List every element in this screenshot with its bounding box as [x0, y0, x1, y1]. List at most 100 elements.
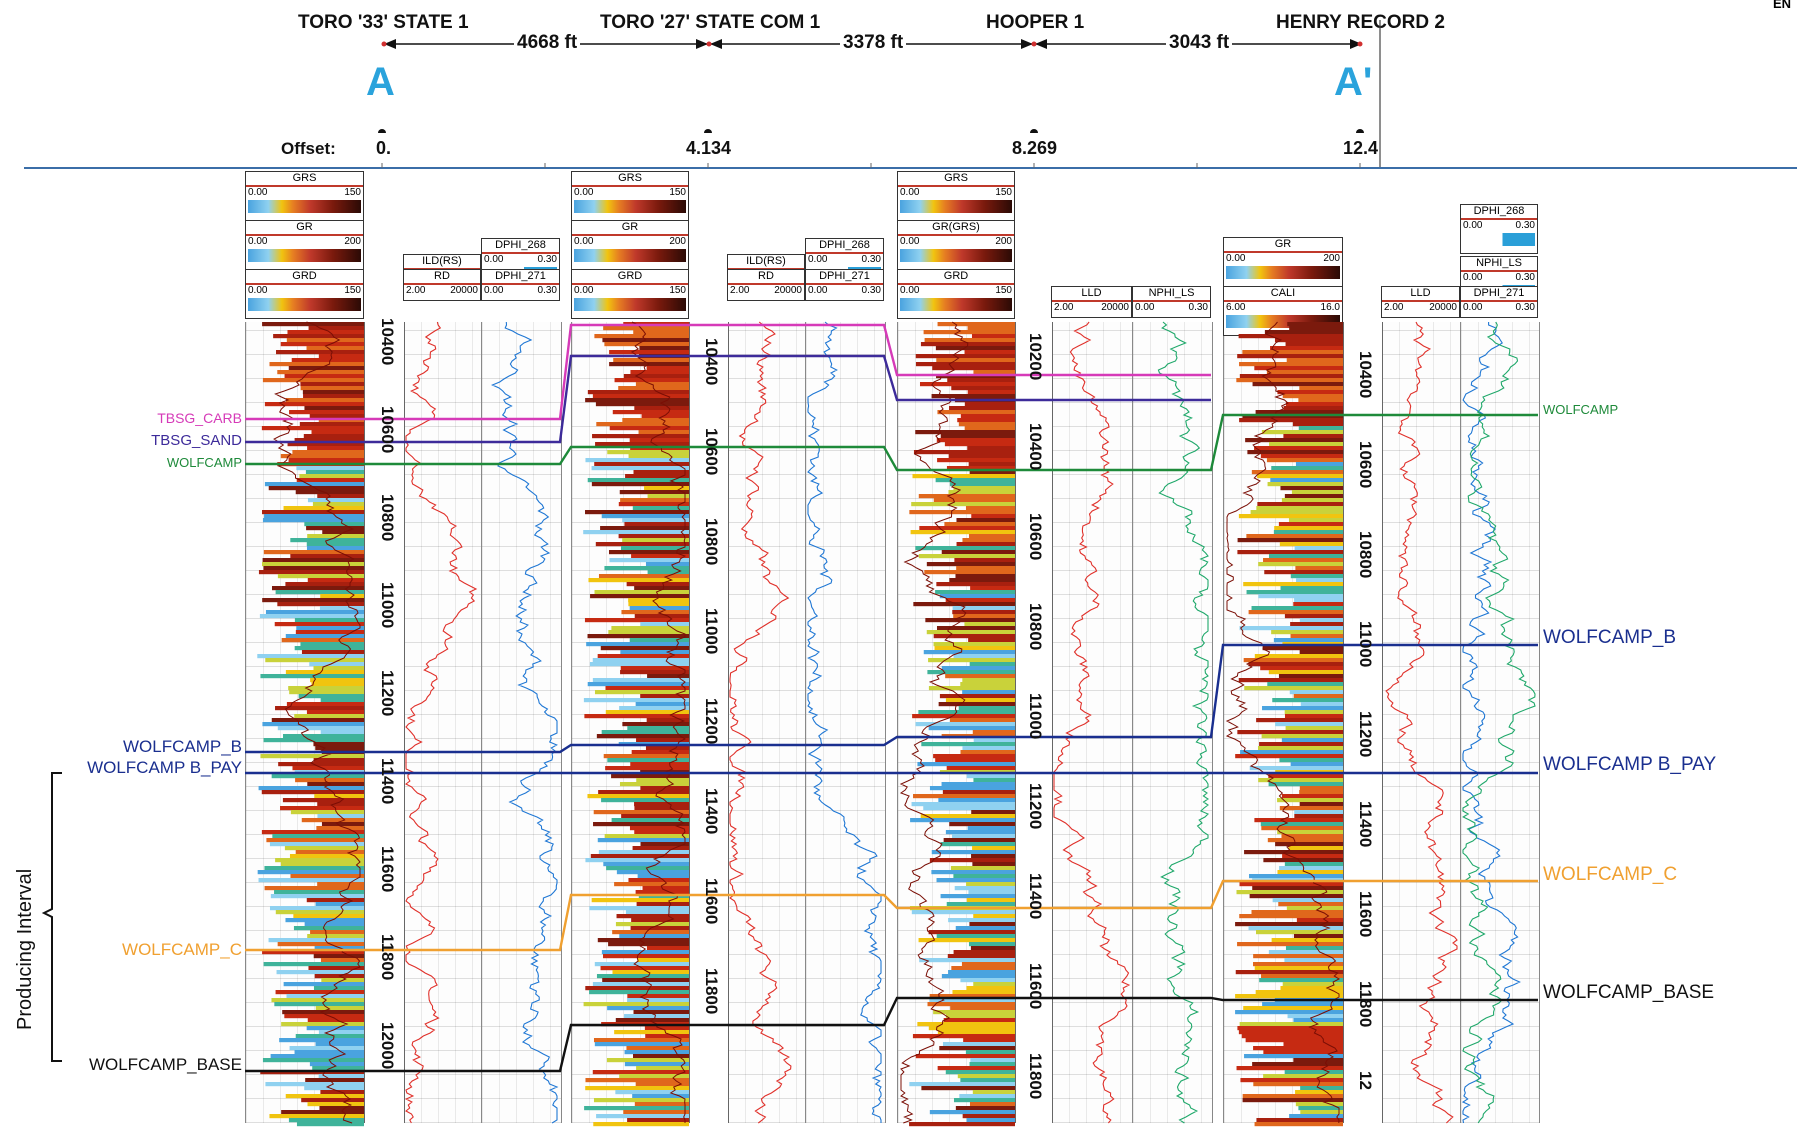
w1-depth-label: 10800: [378, 494, 397, 542]
w2-gr-fill-band: [635, 382, 689, 387]
w3-gr-fill-band: [955, 574, 1015, 579]
w1-gr-fill-band: [301, 1098, 364, 1103]
w1-gr-fill-band: [320, 594, 364, 599]
w3-gr-fill-band: [945, 698, 1015, 703]
w1-gr-fill-band: [269, 362, 364, 367]
w3-gr-fill-band: [951, 386, 1015, 391]
w1-gr-fill-band: [271, 586, 364, 591]
w3-gr-fill-band: [929, 858, 1015, 863]
w2-depth-track: [689, 322, 729, 1123]
w2-gr-fill-band: [605, 766, 689, 771]
w2-gr-fill-band: [609, 350, 689, 355]
w2-gr-fill-band: [600, 646, 689, 651]
w3-gr-header: GRD 0.00 150: [897, 269, 1015, 319]
w1-gr-fill-band: [265, 1082, 364, 1087]
w4-gr-fill-band: [1263, 858, 1343, 863]
w4-gr-fill-band: [1264, 570, 1343, 575]
w2-gr-fill-band: [632, 1094, 689, 1099]
w2-gr-header-max: 200: [669, 236, 686, 247]
w4-gr-fill-band: [1273, 638, 1343, 643]
w4-gr-fill-band: [1258, 594, 1343, 599]
w1-gr-fill-band: [307, 1102, 364, 1107]
w1-gr-fill-band: [264, 866, 364, 871]
w3-gr-fill-band: [957, 418, 1015, 423]
w3-gr-fill-band: [911, 802, 1015, 807]
w3-gr-fill-band: [949, 406, 1015, 411]
w4-gr-fill-band: [1278, 522, 1343, 527]
w1-gr-fill-band: [299, 474, 364, 479]
w1-gr-fill-band: [318, 354, 364, 359]
w3-gr-fill-band: [926, 562, 1015, 567]
w2-por-track: [805, 322, 886, 1123]
w4-gr-fill-band: [1285, 342, 1343, 347]
w1-gr-fill-band: [261, 426, 364, 431]
w1-gr-fill-band: [307, 934, 364, 939]
w3-gr-fill-band: [915, 362, 1015, 367]
w4-por-header: DPHI_268 0.00 0.30: [1460, 204, 1538, 254]
w3-gr-fill-band: [936, 934, 1015, 939]
w3-gr-fill-band: [973, 982, 1015, 987]
w3-gr-fill-band: [956, 542, 1015, 547]
w3-gr-fill-band: [953, 950, 1015, 955]
w2-gr-fill-band: [589, 662, 689, 667]
w3-gr-fill-band: [971, 810, 1015, 815]
w4-gr-fill-band: [1282, 982, 1343, 987]
producing-interval-bracket: [41, 772, 62, 1062]
w1-gr-fill-band: [289, 1046, 364, 1051]
w1-gr-fill-band: [263, 962, 364, 967]
distance-3: 3043 ft: [1166, 32, 1233, 54]
w3-gr-fill-band: [968, 534, 1015, 539]
w4-gr-fill-band: [1284, 862, 1343, 867]
marker-label-left-wolfcamp: WOLFCAMP: [166, 455, 242, 470]
w4-gr-fill-band: [1248, 662, 1343, 667]
w2-gr-fill-band: [630, 370, 689, 375]
w1-depth-label: 11600: [378, 846, 397, 893]
w3-gr-fill-band: [931, 850, 1015, 855]
w4-gr-fill-band: [1254, 818, 1343, 823]
w1-gr-fill-band: [262, 1058, 364, 1063]
w4-gr-fill-band: [1284, 614, 1343, 619]
well-name-henry-record: HENRY RECORD 2: [1276, 12, 1445, 33]
w3-gr-fill-band: [964, 402, 1015, 407]
w2-gr-fill-band: [637, 958, 689, 963]
w1-gr-fill-band: [277, 602, 364, 607]
w4-res-header-scale: 2.00 20000: [1382, 302, 1459, 314]
producing-interval-label: Producing Interval: [14, 868, 36, 1030]
w4-res-header-max: 20000: [1429, 302, 1457, 313]
w1-gr-fill-band: [322, 530, 364, 535]
w1-gr-fill-band: [320, 698, 364, 703]
w4-gr-fill-band: [1284, 958, 1343, 963]
w1-por-header-scale: 0.00 0.30: [482, 254, 559, 266]
w1-gr-header-scale: 0.00 200: [246, 236, 363, 248]
w3-por-header-name: NPHI_LS: [1133, 287, 1210, 302]
w4-gr-fill-band: [1281, 738, 1343, 743]
marker-label-left-wolfcamp-b: WOLFCAMP_B: [122, 737, 242, 756]
w1-gr-fill-band: [304, 406, 364, 411]
w2-gr-fill-band: [620, 650, 689, 655]
w1-gr-fill-band: [276, 970, 364, 975]
w1-gr-fill-band: [274, 890, 364, 895]
w4-gr-header-name: CALI: [1224, 287, 1342, 302]
w1-por-header-name: DPHI_268: [482, 239, 559, 254]
w1-gr-fill-band: [285, 670, 364, 675]
w2-gr-fill-band: [585, 458, 689, 463]
w1-res-header: RD 2.00 20000: [403, 269, 481, 301]
w1-gr-fill-band: [296, 478, 364, 483]
w3-gr-fill-band: [951, 966, 1015, 971]
w2-gr-fill-band: [640, 694, 689, 699]
w4-por-track: [1460, 322, 1540, 1123]
w3-gr-fill-band: [913, 450, 1015, 455]
w3-gr-fill-band: [969, 470, 1015, 475]
w3-gr-header-max: 150: [995, 285, 1012, 296]
w3-gr-header: GR(GRS) 0.00 200: [897, 220, 1015, 270]
w1-depth-track: [364, 322, 405, 1123]
w2-gr-fill-band: [595, 402, 689, 407]
w2-por-header-max: 0.30: [861, 254, 881, 265]
w4-por-header-name: NPHI_LS: [1461, 257, 1537, 272]
w3-depth-label: 11000: [1026, 693, 1045, 740]
w1-gr-header: GRS 0.00 150: [245, 171, 364, 221]
w2-gr-fill-band: [624, 1062, 689, 1067]
w3-gr-curve: [899, 321, 969, 1124]
w3-gr-fill-band: [964, 350, 1015, 355]
w4-gr-fill-band: [1241, 1034, 1343, 1039]
